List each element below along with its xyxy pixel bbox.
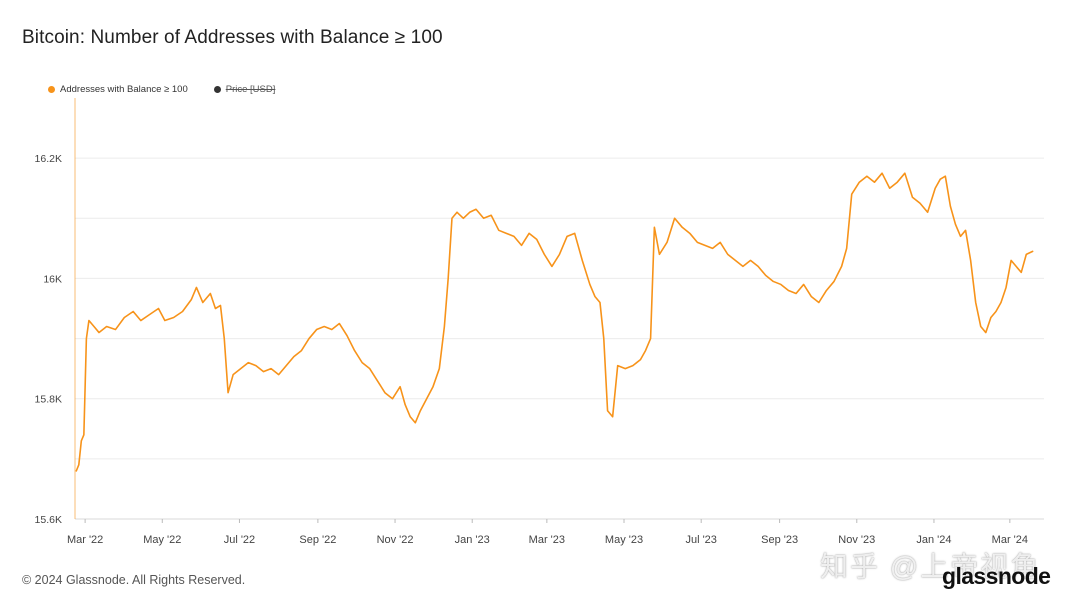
- x-tick-label: Mar '23: [529, 534, 565, 546]
- x-tick-label: May '22: [143, 534, 181, 546]
- legend-item-addresses[interactable]: Addresses with Balance ≥ 100: [48, 84, 188, 95]
- x-tick-label: Mar '22: [67, 534, 103, 546]
- legend-dot-addresses: [48, 86, 55, 93]
- legend-label-addresses: Addresses with Balance ≥ 100: [60, 84, 188, 95]
- y-tick-label: 16K: [43, 273, 62, 285]
- watermark: 知乎 @上帝视角: [820, 551, 1041, 582]
- x-tick-label: Sep '22: [299, 534, 336, 546]
- x-tick-label: May '23: [605, 534, 643, 546]
- legend-label-price: Price [USD]: [225, 84, 276, 95]
- x-tick-label: Jul '23: [685, 534, 716, 546]
- glassnode-logo: glassnode: [942, 563, 1051, 589]
- chart-title: Bitcoin: Number of Addresses with Balanc…: [22, 27, 443, 48]
- y-tick-label: 16.2K: [35, 153, 62, 165]
- x-tick-label: Jul '22: [224, 534, 255, 546]
- x-tick-label: Jan '23: [455, 534, 490, 546]
- x-tick-label: Sep '23: [761, 534, 798, 546]
- legend-dot-price: [213, 86, 221, 93]
- series-line: [75, 172, 1034, 472]
- legend-item-price[interactable]: Price [USD]: [213, 84, 276, 95]
- legend: Addresses with Balance ≥ 100 Price [USD]: [48, 84, 275, 95]
- y-tick-label: 15.6K: [35, 514, 62, 526]
- x-tick-label: Nov '23: [838, 534, 875, 546]
- y-tick-label: 15.8K: [35, 394, 62, 406]
- x-tick-label: Mar '24: [992, 534, 1028, 546]
- copyright-notice: © 2024 Glassnode. All Rights Reserved.: [22, 573, 246, 587]
- x-tick-label: Nov '22: [377, 534, 414, 546]
- x-tick-label: Jan '24: [916, 534, 951, 546]
